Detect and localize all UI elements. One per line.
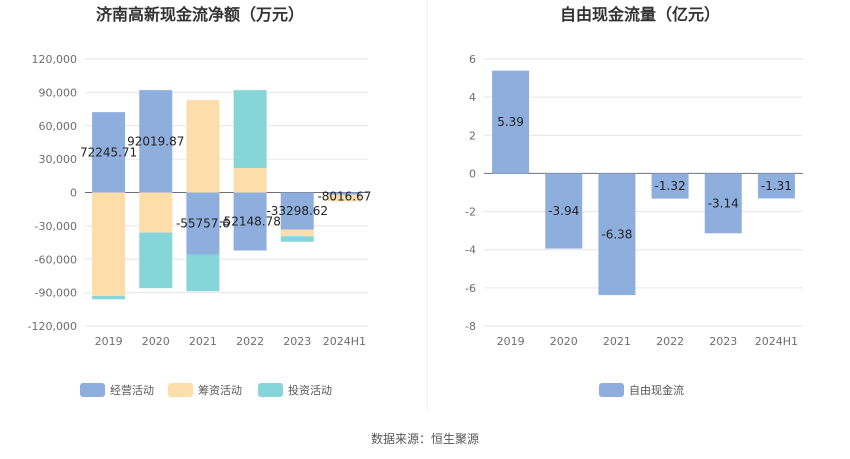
y-tick-label: 120,000	[32, 53, 78, 66]
data-label-free-cash-flow-2019: 5.39	[497, 115, 524, 129]
free-cash-flow-title: 自由现金流量（亿元）	[560, 5, 720, 24]
legend-swatch-financing	[168, 383, 193, 397]
legend-swatch-investing	[258, 383, 283, 397]
free-cash-flow-x-axis: 2019 2020 2021 2022 2023 2024H1	[497, 335, 798, 348]
data-label-free-cash-flow-2022: -1.32	[655, 179, 686, 193]
y-tick-label: -6	[465, 282, 476, 295]
net-cash-flow-legend: 经营活动 筹资活动 投资活动	[80, 383, 332, 397]
y-tick-label: 6	[469, 53, 476, 66]
data-source: 数据来源：恒生聚源	[371, 431, 479, 446]
data-label-2020: 92019.87	[127, 134, 184, 148]
y-tick-label: -2	[465, 206, 476, 219]
free-cash-flow-data-labels: 5.39 -3.94 -6.38 -1.32 -3.14 -1.31	[497, 115, 792, 241]
y-tick-label: 60,000	[39, 120, 78, 133]
x-tick-label: 2019	[95, 335, 123, 348]
net-cash-flow-x-axis: 2019 2020 2021 2022 2023 2024H1	[95, 335, 366, 348]
data-label-2023: -33298.62	[266, 204, 328, 218]
y-tick-label: -60,000	[35, 253, 77, 266]
free-cash-flow-chart: 自由现金流量（亿元） 6 4 2 0 -2 -4 -6 -8 5.39 -3.94 -6.38 -1…	[465, 5, 803, 397]
y-tick-label: 0	[70, 187, 77, 200]
net-cash-flow-bars	[92, 90, 361, 300]
bar-investing-2023	[280, 236, 314, 242]
y-tick-label: -120,000	[28, 320, 77, 333]
bar-financing-2023	[280, 229, 314, 237]
x-tick-label: 2021	[189, 335, 217, 348]
y-tick-label: -30,000	[35, 220, 77, 233]
y-tick-label: -90,000	[35, 287, 77, 300]
bar-free-cash-flow-2019	[492, 70, 530, 174]
data-label-2024H1: -8016.67	[317, 190, 371, 204]
bar-free-cash-flow-2020	[545, 173, 583, 249]
y-tick-label: 30,000	[39, 153, 78, 166]
free-cash-flow-legend: 自由现金流	[599, 383, 684, 397]
x-tick-label: 2023	[709, 335, 737, 348]
y-tick-label: 0	[469, 167, 476, 180]
data-label-2019: 72245.71	[80, 145, 137, 159]
bar-operating-2023	[280, 192, 314, 230]
bar-operating-2020	[139, 90, 173, 193]
free-cash-flow-bars	[492, 70, 795, 296]
x-tick-label: 2020	[142, 335, 170, 348]
legend-swatch-operating	[80, 383, 105, 397]
bar-operating-2022	[233, 192, 267, 251]
net-cash-flow-title: 济南高新现金流净额（万元）	[96, 5, 304, 24]
x-tick-label: 2019	[497, 335, 525, 348]
free-cash-flow-y-axis: 6 4 2 0 -2 -4 -6 -8	[465, 53, 476, 333]
legend-label-financing: 筹资活动	[198, 383, 242, 397]
bar-free-cash-flow-2022	[651, 173, 689, 199]
bar-operating-2021	[186, 192, 220, 255]
y-tick-label: -8	[465, 320, 476, 333]
bar-free-cash-flow-2023	[704, 173, 742, 234]
free-cash-flow-grid	[484, 58, 803, 327]
net-cash-flow-grid	[85, 58, 368, 327]
bar-financing-2021	[186, 100, 220, 193]
bar-operating-2024H1	[327, 192, 361, 195]
data-label-free-cash-flow-2023: -3.14	[708, 196, 739, 210]
x-tick-label: 2024H1	[755, 335, 798, 348]
data-label-free-cash-flow-2020: -3.94	[548, 204, 579, 218]
legend-label-investing: 投资活动	[288, 383, 332, 397]
data-label-2021: -55757.6	[176, 217, 230, 231]
x-tick-label: 2023	[283, 335, 311, 348]
bar-investing-2020	[139, 232, 173, 289]
bar-financing-2024H1	[327, 194, 361, 202]
legend-label-operating: 经营活动	[110, 383, 154, 397]
net-cash-flow-chart: 济南高新现金流净额（万元） 120,000 90,000 60,000 30,000 0…	[28, 5, 371, 397]
x-tick-label: 2021	[603, 335, 631, 348]
legend-label-free-cash-flow: 自由现金流	[629, 383, 684, 397]
x-tick-label: 2024H1	[323, 335, 366, 348]
data-label-2022: -52148.78	[219, 215, 281, 229]
x-tick-label: 2022	[656, 335, 684, 348]
y-tick-label: 90,000	[39, 86, 78, 99]
bar-free-cash-flow-2024H1	[757, 173, 795, 199]
bar-financing-2022	[233, 168, 267, 193]
legend-swatch-free-cash-flow	[599, 383, 624, 397]
bar-free-cash-flow-2021	[598, 173, 636, 296]
data-label-free-cash-flow-2021: -6.38	[601, 227, 632, 241]
y-tick-label: 2	[469, 129, 476, 142]
bar-financing-2020	[139, 192, 173, 233]
bar-investing-2021	[186, 254, 220, 292]
bar-financing-2019	[92, 192, 126, 296]
y-tick-label: -4	[465, 244, 476, 257]
bar-investing-2019	[92, 295, 126, 300]
x-tick-label: 2022	[236, 335, 264, 348]
x-tick-label: 2020	[550, 335, 578, 348]
y-tick-label: 4	[469, 91, 476, 104]
data-label-free-cash-flow-2024H1: -1.31	[761, 179, 792, 193]
net-cash-flow-y-axis: 120,000 90,000 60,000 30,000 0 -30,000 -60,000…	[28, 53, 77, 333]
bar-investing-2022	[233, 90, 267, 169]
bar-operating-2019	[92, 112, 126, 193]
